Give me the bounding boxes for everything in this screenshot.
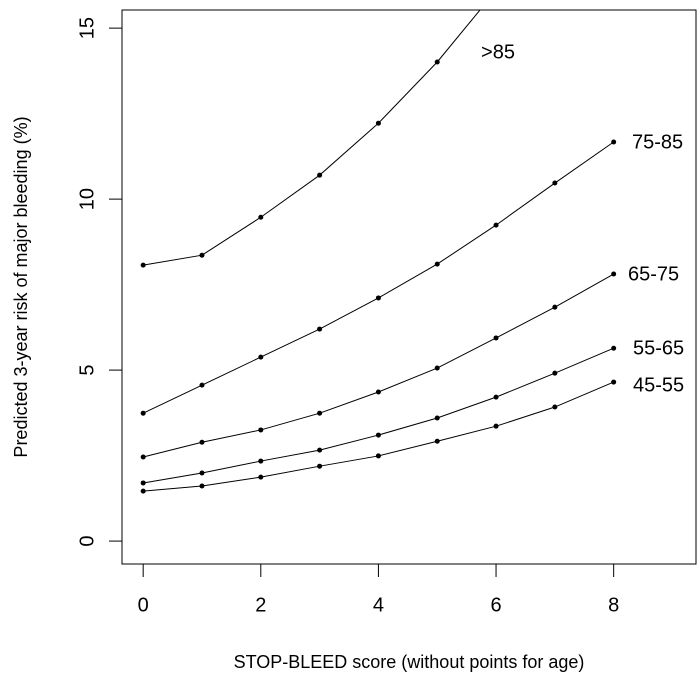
data-point: [140, 480, 146, 486]
y-axis-title: Predicted 3-year risk of major bleeding …: [11, 116, 31, 457]
x-axis-title: STOP-BLEED score (without points for age…: [234, 652, 585, 672]
data-point: [375, 432, 381, 438]
data-point: [317, 447, 323, 453]
plot-frame: [121, 9, 697, 565]
series-label: 65-75: [628, 263, 679, 285]
data-point: [199, 439, 205, 445]
data-point: [434, 365, 440, 371]
series-line: [142, 141, 614, 414]
data-point: [258, 214, 264, 220]
x-tick-label: 2: [255, 594, 266, 616]
data-point: [140, 262, 146, 268]
data-point: [317, 410, 323, 416]
data-point: [552, 180, 558, 186]
data-point: [140, 410, 146, 416]
data-point: [375, 453, 381, 459]
data-point: [375, 295, 381, 301]
data-point: [140, 488, 146, 494]
x-tick-label: 6: [490, 594, 501, 616]
y-tick-label: 5: [76, 365, 98, 376]
x-tick-label: 4: [373, 594, 384, 616]
data-point: [493, 423, 499, 429]
series-line: [143, 10, 481, 266]
series-label: 75-85: [632, 131, 683, 153]
data-point: [493, 394, 499, 400]
data-point: [434, 59, 440, 65]
data-point: [611, 139, 617, 145]
data-point: [434, 261, 440, 267]
series-line: [143, 273, 614, 458]
data-point: [611, 379, 617, 385]
y-tick-label: 15: [76, 17, 98, 39]
data-point: [375, 120, 381, 126]
data-point: [258, 474, 264, 480]
x-tick-label: 0: [138, 594, 149, 616]
data-point: [317, 326, 323, 332]
data-point: [199, 382, 205, 388]
plot-area: [140, 10, 617, 494]
data-point: [258, 354, 264, 360]
data-point: [199, 483, 205, 489]
data-point: [258, 458, 264, 464]
data-point: [317, 172, 323, 178]
data-point: [493, 335, 499, 341]
data-point: [434, 415, 440, 421]
series-label: 55-65: [633, 337, 684, 359]
data-point: [317, 463, 323, 469]
data-point: [611, 345, 617, 351]
data-point: [434, 438, 440, 444]
x-tick-label: 8: [608, 594, 619, 616]
data-point: [140, 454, 146, 460]
series-label: 45-55: [633, 374, 684, 396]
data-point: [258, 427, 264, 433]
y-tick-label: 0: [76, 536, 98, 547]
data-point: [375, 389, 381, 395]
data-point: [199, 252, 205, 258]
data-point: [552, 304, 558, 310]
data-point: [493, 222, 499, 228]
data-point: [552, 370, 558, 376]
series-label: >85: [481, 41, 515, 63]
y-tick-label: 10: [76, 188, 98, 210]
data-point: [199, 470, 205, 476]
data-point: [611, 271, 617, 277]
series-line: [143, 347, 614, 484]
data-point: [552, 404, 558, 410]
